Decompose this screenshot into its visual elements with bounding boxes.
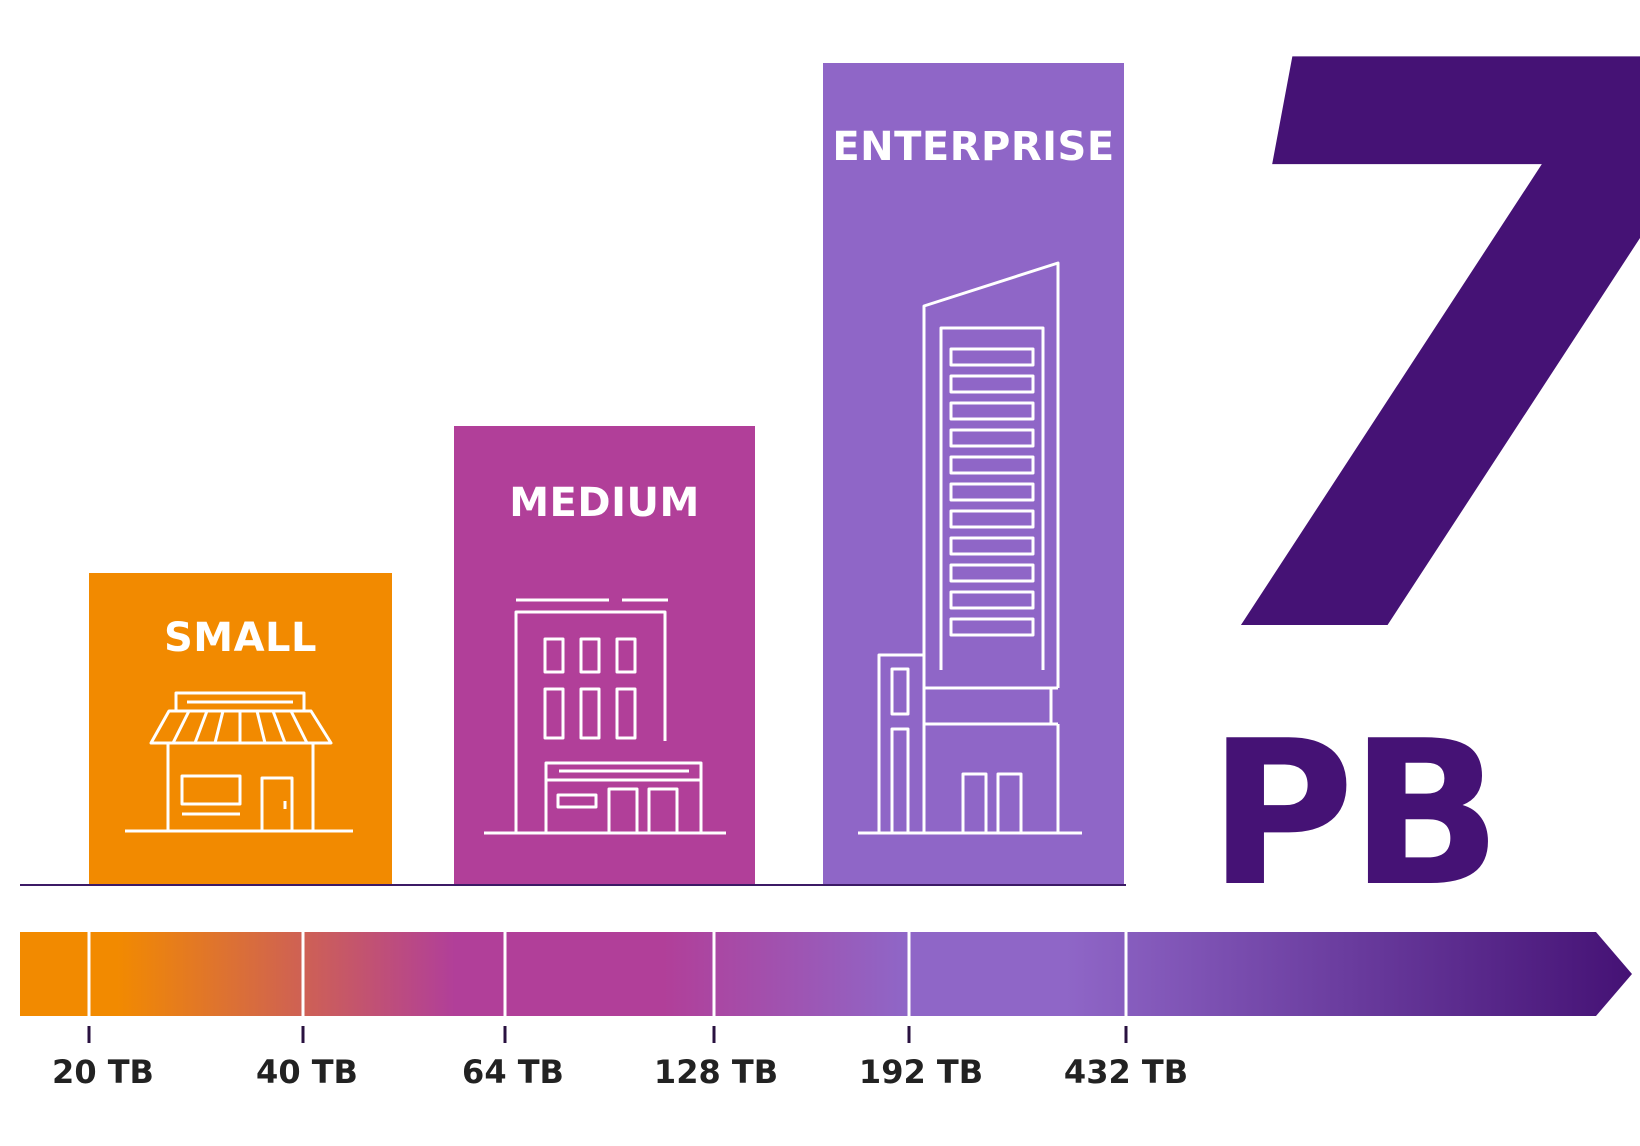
enterprise-tier-label: ENTERPRISE: [832, 124, 1115, 170]
scale-tick-label: 128 TB: [653, 1053, 779, 1091]
chart-baseline: [20, 884, 1126, 886]
scale-tick-label: 432 TB: [1063, 1053, 1189, 1091]
scale-tick-label: 40 TB: [256, 1053, 358, 1091]
medium-tier-block: MEDIUM: [454, 426, 755, 886]
office-building-icon: [484, 598, 726, 835]
enterprise-tier-block: ENTERPRISE: [823, 63, 1124, 886]
capacity-unit: PB: [1208, 698, 1502, 931]
scale-tick-label: 192 TB: [858, 1053, 984, 1091]
scale-tick-label: 64 TB: [462, 1053, 564, 1091]
small-tier-block: SMALL: [89, 573, 392, 886]
small-tier-label: SMALL: [163, 615, 318, 661]
medium-tier-label: MEDIUM: [509, 480, 700, 526]
storefront-icon: [125, 691, 353, 833]
skyscraper-icon: [858, 261, 1082, 835]
scale-arrow: [20, 932, 1632, 1016]
scale-tick-label: 20 TB: [52, 1053, 154, 1091]
capacity-number: 7: [1180, 0, 1640, 745]
